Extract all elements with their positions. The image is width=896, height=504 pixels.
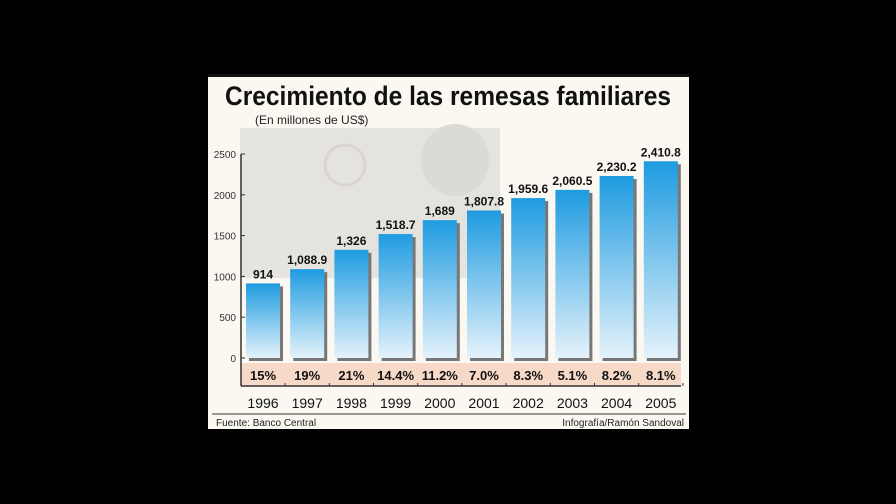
- growth-label: 8.2%: [602, 368, 632, 383]
- growth-label: 8.1%: [646, 368, 676, 383]
- x-tick-label: 1997: [292, 395, 323, 411]
- bar-1997: [290, 269, 325, 358]
- portrait-icon: [421, 124, 489, 196]
- growth-band: [241, 363, 681, 386]
- bar-2004: [599, 176, 634, 358]
- bar-2003: [555, 189, 590, 358]
- growth-label: 8.3%: [513, 368, 543, 383]
- seal-icon: [323, 143, 367, 187]
- x-tick-label: 1999: [380, 395, 411, 411]
- credit-note: Infografía/Ramón Sandoval: [562, 418, 684, 429]
- x-tick-label: 2000: [424, 395, 455, 411]
- growth-label: 14.4%: [377, 368, 414, 383]
- growth-label: 7.0%: [469, 368, 499, 383]
- y-tick-label: 2500: [214, 150, 237, 161]
- bar-2001: [467, 210, 501, 358]
- value-label: 914: [253, 267, 273, 281]
- y-tick-label: 2000: [214, 191, 237, 202]
- growth-label: 15%: [250, 368, 276, 383]
- x-tick-label: 1998: [336, 395, 367, 411]
- x-tick-label: 2005: [645, 395, 676, 411]
- top-rule: [208, 74, 689, 77]
- bar-1999: [378, 234, 413, 358]
- value-label: 1,088.9: [287, 253, 327, 267]
- value-label: 2,410.8: [641, 145, 681, 159]
- growth-label: 11.2%: [422, 368, 459, 383]
- y-tick-label: 1000: [214, 272, 237, 283]
- bar-1996: [246, 283, 280, 358]
- value-label: 1,326: [336, 234, 366, 248]
- bar-1998: [334, 249, 369, 358]
- growth-label: 19%: [294, 368, 320, 383]
- chart-title: Crecimiento de las remesas familiares: [225, 81, 671, 111]
- chart-subtitle: (En millones de US$): [255, 113, 368, 127]
- x-tick-label: 2001: [468, 395, 499, 411]
- value-label: 1,518.7: [376, 218, 416, 232]
- value-label: 1,689: [425, 204, 455, 218]
- y-tick-label: 0: [230, 354, 236, 365]
- source-note: Fuente: Banco Central: [216, 418, 316, 429]
- growth-label: 5.1%: [558, 368, 588, 383]
- x-tick-label: 2003: [557, 395, 588, 411]
- value-label: 1,959.6: [508, 182, 548, 196]
- value-label: 2,230.2: [597, 160, 637, 174]
- x-tick-label: 1996: [247, 395, 278, 411]
- value-label: 1,807.8: [464, 194, 504, 208]
- bar-2002: [511, 198, 546, 358]
- bar-2005: [643, 161, 678, 358]
- bar-2000: [422, 220, 457, 358]
- value-label: 2,060.5: [552, 174, 592, 188]
- x-tick-label: 2004: [601, 395, 632, 411]
- growth-label: 21%: [338, 368, 364, 383]
- x-tick-label: 2002: [513, 395, 544, 411]
- y-tick-label: 500: [219, 313, 236, 324]
- y-tick-label: 1500: [214, 232, 237, 243]
